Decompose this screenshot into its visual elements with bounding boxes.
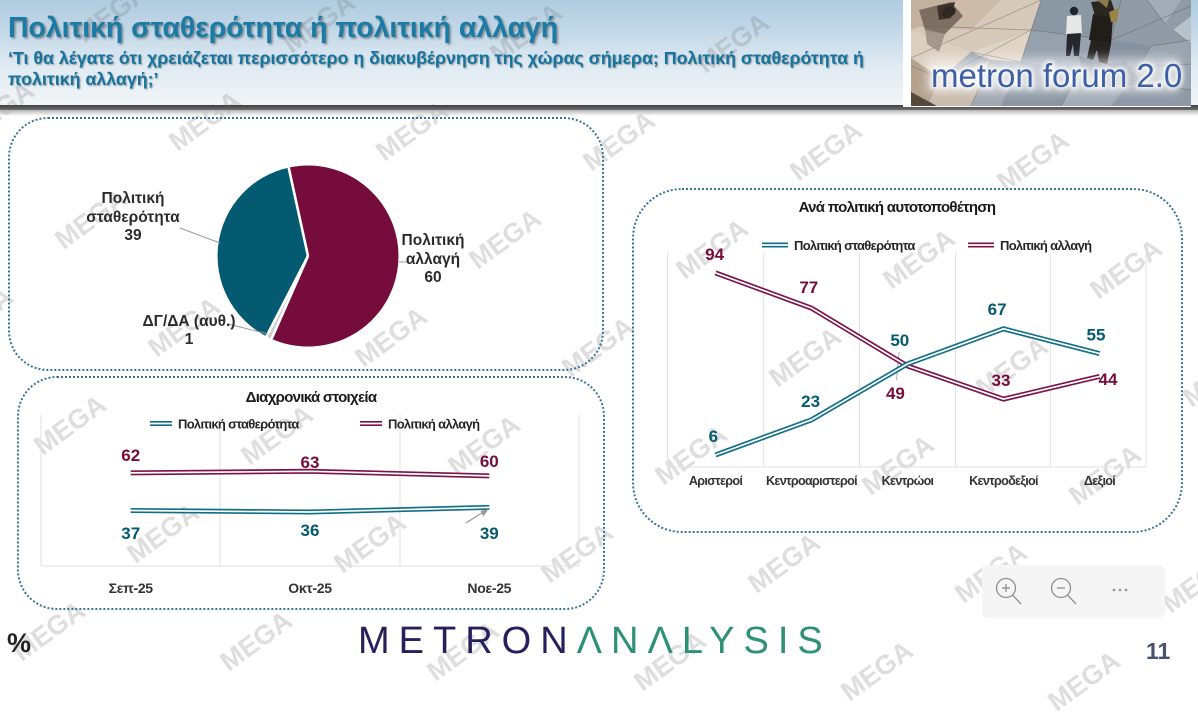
svg-text:55: 55: [1087, 326, 1106, 345]
svg-text:39: 39: [480, 524, 499, 543]
svg-text:metron forum 2.0: metron forum 2.0: [931, 57, 1182, 94]
svg-text:Οκτ-25: Οκτ-25: [288, 580, 332, 596]
svg-text:Πολιτική αλλαγή: Πολιτική αλλαγή: [388, 417, 480, 432]
svg-text:50: 50: [890, 331, 909, 350]
svg-text:37: 37: [121, 524, 140, 543]
svg-text:Αριστεροί: Αριστεροί: [689, 474, 743, 488]
svg-text:Κεντρώοι: Κεντρώοι: [882, 474, 935, 488]
svg-text:63: 63: [301, 453, 320, 472]
svg-text:6: 6: [709, 427, 718, 446]
svg-text:Πολιτική αλλαγή: Πολιτική αλλαγή: [1000, 238, 1092, 253]
svg-text:metron forum 2.0: metron forum 2.0: [931, 57, 1182, 94]
svg-text:Κεντροαριστεροί: Κεντροαριστεροί: [766, 474, 858, 488]
svg-text:Ανά πολιτική αυτοτοποθέτηση: Ανά πολιτική αυτοτοποθέτηση: [799, 199, 996, 216]
svg-text:60: 60: [480, 452, 499, 471]
svg-text:44: 44: [1099, 370, 1118, 389]
svg-text:Σεπ-25: Σεπ-25: [109, 580, 154, 596]
svg-text:94: 94: [705, 245, 724, 264]
svg-text:Διαχρονικά στοιχεία: Διαχρονικά στοιχεία: [246, 389, 378, 406]
svg-text:67: 67: [988, 300, 1007, 319]
svg-text:Πολιτική σταθερότητα: Πολιτική σταθερότητα: [794, 238, 915, 253]
svg-text:Πολιτική σταθερότητα: Πολιτική σταθερότητα: [178, 417, 299, 432]
svg-text:Κεντροδεξιοί: Κεντροδεξιοί: [969, 474, 1039, 488]
svg-text:77: 77: [799, 278, 818, 297]
svg-text:33: 33: [992, 371, 1011, 390]
svg-text:36: 36: [301, 521, 320, 540]
svg-text:49: 49: [886, 384, 905, 403]
svg-text:62: 62: [121, 446, 140, 465]
svg-text:23: 23: [801, 392, 820, 411]
svg-text:Νοε-25: Νοε-25: [467, 580, 511, 596]
svg-text:Δεξιοί: Δεξιοί: [1084, 474, 1116, 488]
